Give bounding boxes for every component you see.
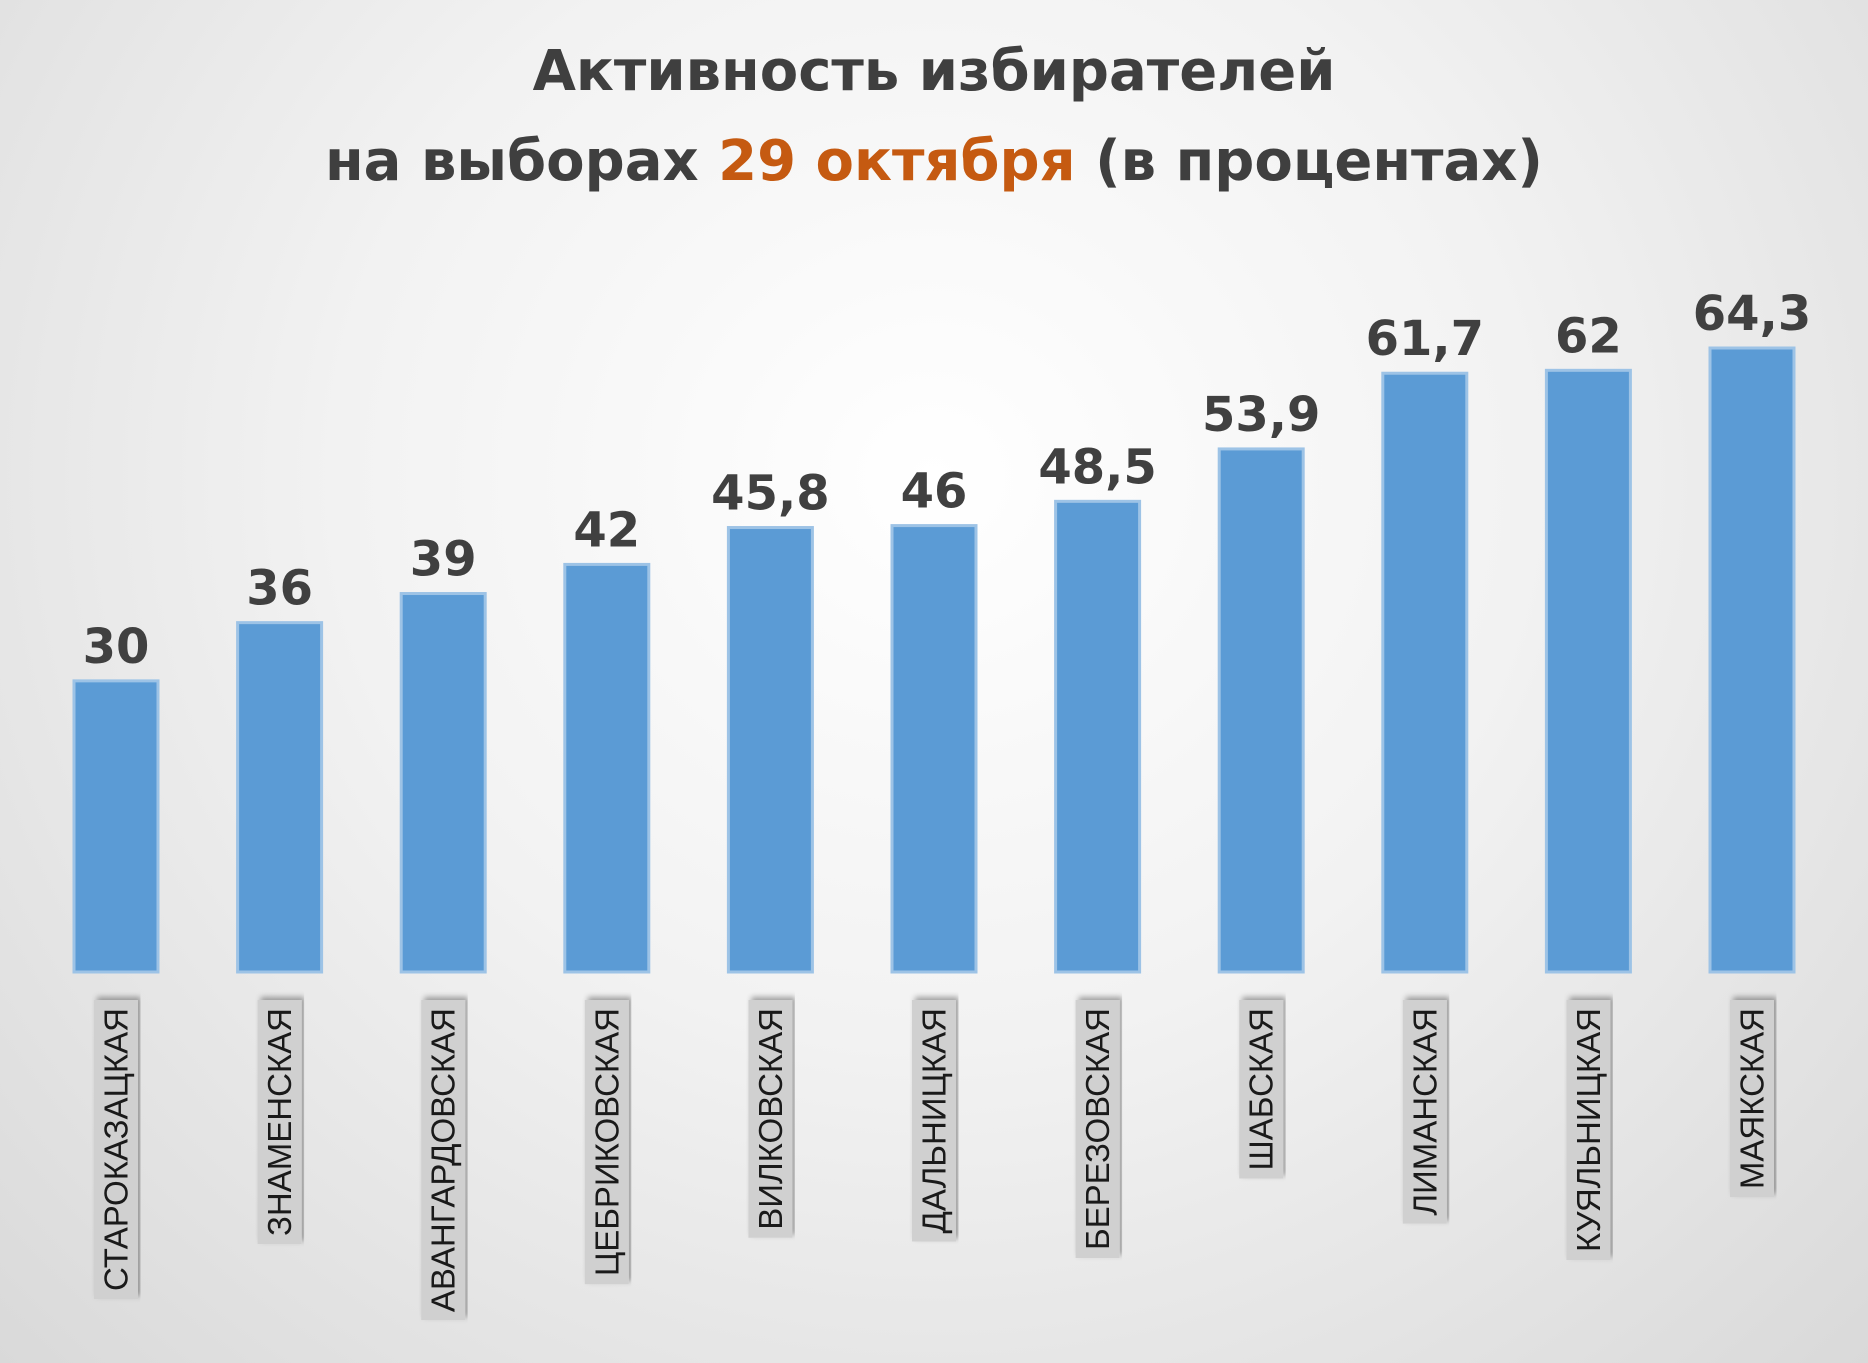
chart-title-part: (в процентах) [1076,129,1543,194]
value-label: 45,8 [711,466,829,522]
category-label: ЛИМАНСКАЯ [1406,1008,1443,1216]
value-label: 42 [573,502,640,558]
category-label-box [1239,1000,1284,1179]
bar [1054,499,1142,974]
category-label-group: КУЯЛЬНИЦКАЯ [1566,1000,1611,1261]
category-label: ЗНАМЕНСКАЯ [261,1008,298,1236]
category-label: МАЯКСКАЯ [1734,1008,1771,1189]
value-label: 36 [246,561,313,617]
chart-title-part: Активность избирателей [533,39,1336,104]
category-label-box [584,1000,629,1285]
category-label-box [1730,1000,1774,1198]
category-label: АВАНГАРДОВСКАЯ [425,1008,462,1312]
value-label: 46 [901,464,968,520]
category-label-group: ЦЕБРИКОВСКАЯ [584,1000,629,1285]
category-label-box [257,1000,302,1245]
value-labels-group: 30 36 39 42 45,8 46 48,5 53,9 61,7 62 64,3 [83,286,1812,675]
category-label-box [1402,1000,1447,1224]
category-label-box [748,1000,793,1238]
category-label-group: ШАБСКАЯ [1239,1000,1284,1179]
category-label: ЦЕБРИКОВСКАЯ [588,1008,625,1276]
value-label: 61,7 [1366,311,1484,367]
category-label-box [1566,1000,1611,1261]
value-label: 30 [83,619,150,675]
bar [1544,368,1632,974]
category-label-box [912,1000,956,1242]
chart-title-part: на выборах [325,129,718,194]
category-label: ДАЛЬНИЦКАЯ [916,1008,953,1233]
category-label-group: МАЯКСКАЯ [1730,1000,1774,1198]
category-label-box [94,1000,138,1300]
value-label: 53,9 [1202,387,1320,443]
category-label-group: БЕРЕЗОВСКАЯ [1075,1000,1120,1259]
bar [890,524,978,974]
bar [236,621,324,974]
category-label: КУЯЛЬНИЦКАЯ [1570,1008,1607,1252]
value-label: 39 [410,532,477,588]
category-label: СТАРОКАЗАЦКАЯ [98,1008,135,1291]
bars-group [72,346,1796,974]
category-label: БЕРЕЗОВСКАЯ [1079,1008,1116,1250]
category-label-box [1075,1000,1120,1259]
category-label-group: ДАЛЬНИЦКАЯ [912,1000,956,1242]
category-label: ШАБСКАЯ [1243,1008,1280,1170]
value-label: 64,3 [1693,286,1811,342]
bar [1708,346,1796,974]
category-label-group: АВАНГАРДОВСКАЯ [421,1000,466,1321]
category-label-group: ВИЛКОВСКАЯ [748,1000,793,1238]
category-label-group: ЛИМАНСКАЯ [1402,1000,1447,1224]
category-labels-group: СТАРОКАЗАЦКАЯ ЗНАМЕНСКАЯ АВАНГАРДОВСКАЯ ЦЕБ… [94,1000,1774,1321]
bar [72,679,160,974]
category-label-group: ЗНАМЕНСКАЯ [257,1000,302,1245]
bar [726,526,814,974]
category-label: ВИЛКОВСКАЯ [752,1008,789,1230]
bar [563,562,651,974]
chart-title-part: 29 октября [718,129,1075,194]
chart-title-line-1: Активность избирателей [533,39,1336,104]
bar [1381,371,1469,974]
bar [1217,447,1305,974]
chart-title-line-2: на выборах 29 октября (в процентах) [325,129,1543,194]
category-label-box [421,1000,466,1321]
bar [399,592,487,974]
category-label-group: СТАРОКАЗАЦКАЯ [94,1000,138,1300]
value-label: 48,5 [1038,439,1156,495]
value-label: 62 [1555,308,1622,364]
